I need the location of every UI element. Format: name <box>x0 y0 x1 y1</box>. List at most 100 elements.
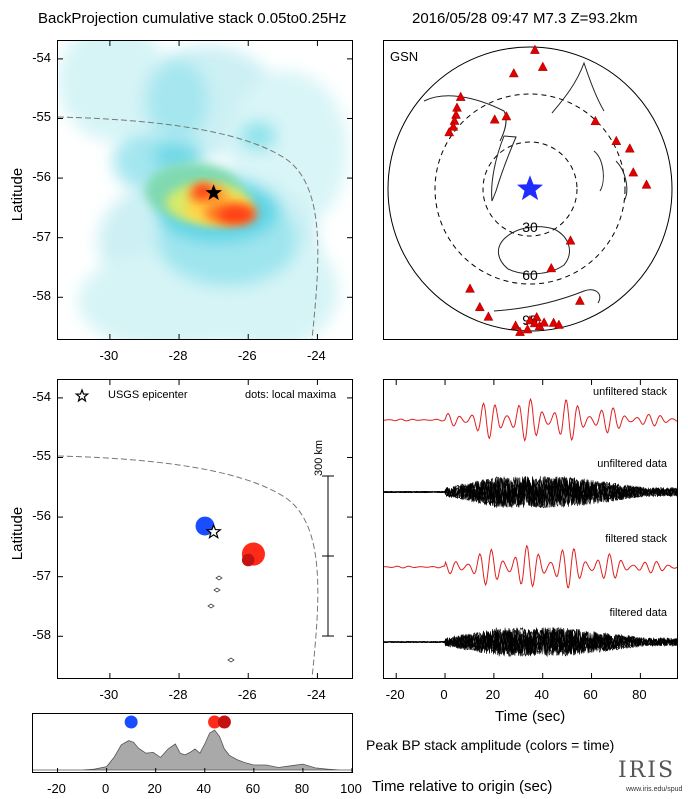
xtick-label: -20 <box>385 687 405 702</box>
iris-logo-text: IRIS <box>618 758 676 783</box>
ytick-label: -58 <box>32 627 51 643</box>
trace-label: unfiltered data <box>597 458 668 470</box>
station-triangle <box>553 319 564 329</box>
ytick-label: -57 <box>32 228 51 244</box>
station-map-panel: 306095GSN <box>383 40 678 340</box>
heat-blob <box>58 41 168 141</box>
seismograms: unfiltered stack unfiltered data filtered … <box>384 380 677 678</box>
backprojection-heatmap <box>58 41 352 339</box>
peak-amplitude-title: Peak BP stack amplitude (colors = time) <box>366 737 615 753</box>
ring-label: 60 <box>522 267 538 283</box>
network-label: GSN <box>390 49 418 64</box>
local-maxima-legend: dots: local maxima <box>245 389 337 401</box>
peak-time-dot <box>208 715 222 729</box>
xtick-label: -26 <box>237 348 257 363</box>
xtick-label: -20 <box>47 781 66 796</box>
distance-ring <box>434 93 626 285</box>
usgs-epicenter-star <box>205 184 222 201</box>
station-triangle <box>590 115 601 126</box>
ytick-label: -57 <box>32 567 51 583</box>
station-triangle <box>548 317 559 327</box>
plate-boundary-line <box>58 116 319 339</box>
iris-logo-url: www.iris.edu/spud <box>626 786 683 793</box>
heat-blob <box>153 142 203 170</box>
station-triangle <box>525 314 535 325</box>
data-trace <box>384 627 677 657</box>
contour-mark <box>215 575 223 581</box>
xtick-label: 20 <box>147 781 162 796</box>
distance-ring <box>482 141 578 237</box>
station-triangle <box>641 179 652 189</box>
epicenter-star <box>516 175 544 201</box>
station-triangle <box>539 317 550 327</box>
contour-mark <box>213 587 221 593</box>
station-triangle <box>529 317 540 328</box>
legend-star-icon <box>74 388 90 403</box>
ytick-label: -54 <box>32 49 51 65</box>
peak-amplitude-area <box>33 729 352 771</box>
station-triangle <box>465 283 475 293</box>
xtick-label: 80 <box>632 687 647 702</box>
station-triangle <box>624 143 635 153</box>
trace-label: unfiltered stack <box>593 386 667 398</box>
map-local-maxima-ylabel: Latitude <box>9 506 27 561</box>
peak-time-dot <box>217 715 231 729</box>
map-backprojection-ylabel: Latitude <box>9 167 27 222</box>
xtick-label: 80 <box>294 781 310 796</box>
coastline-south-america <box>491 135 517 202</box>
event-info: 2016/05/28 09:47 M7.3 Z=93.2km <box>412 10 638 27</box>
ytick-label: -56 <box>32 508 51 524</box>
stack-trace <box>384 397 677 442</box>
trace-label: filtered data <box>610 607 668 619</box>
usgs-epicenter-legend: USGS epicenter <box>108 389 188 401</box>
xtick-label: 0 <box>101 781 110 796</box>
station-triangle <box>483 311 494 321</box>
local-maxima-map <box>58 380 352 678</box>
station-triangle <box>529 44 540 54</box>
chart-title: BackProjection cumulative stack 0.05to0.… <box>38 10 347 27</box>
heat-blob <box>218 207 254 223</box>
station-triangle <box>501 110 512 121</box>
iris-logo: IRIS www.iris.edu/spud <box>612 752 684 796</box>
coastline-south-america <box>423 95 507 142</box>
station-triangle <box>522 323 533 334</box>
trace-label: filtered stack <box>605 533 667 545</box>
xtick-label: 60 <box>245 781 261 796</box>
peak-amplitude-plot <box>33 715 352 772</box>
seismogram-xlabel: Time (sec) <box>495 708 566 725</box>
stack-trace <box>384 544 677 589</box>
heat-blob <box>193 184 213 198</box>
station-triangle <box>546 262 557 273</box>
ytick-label: -56 <box>32 169 51 185</box>
coastline-antarctica <box>498 226 570 275</box>
station-map: 306095GSN <box>387 44 673 336</box>
plate-boundary-line <box>58 455 319 678</box>
peak-time-dot <box>124 715 138 729</box>
heat-blob <box>148 61 208 141</box>
ring-label: 30 <box>522 219 538 235</box>
station-triangle <box>474 301 485 312</box>
xtick-label: -24 <box>307 687 326 702</box>
xtick-label: 100 <box>340 781 362 796</box>
peak-amplitude-panel <box>32 713 353 773</box>
map-local-maxima-panel: USGS epicenter dots: local maxima 300 km <box>57 379 353 679</box>
usgs-epicenter-star <box>205 523 222 540</box>
scale-bar-label: 300 km <box>313 439 326 477</box>
xtick-label: -30 <box>99 687 119 702</box>
xtick-label: -26 <box>237 687 257 702</box>
xtick-label: 40 <box>534 687 549 702</box>
peak-amplitude-xlabel: Time relative to origin (sec) <box>372 778 553 795</box>
station-triangle <box>628 167 639 177</box>
contour-mark <box>207 603 215 609</box>
station-triangle <box>448 121 459 131</box>
ytick-label: -55 <box>32 109 51 125</box>
contour-mark <box>227 657 235 663</box>
xtick-label: 20 <box>485 687 501 702</box>
xtick-label: -30 <box>99 348 119 363</box>
xtick-label: 0 <box>440 687 448 702</box>
station-triangle <box>574 295 585 305</box>
ytick-label: -55 <box>32 448 51 464</box>
map-backprojection-panel <box>57 40 353 340</box>
station-triangle <box>537 61 548 71</box>
station-triangle <box>444 126 455 137</box>
